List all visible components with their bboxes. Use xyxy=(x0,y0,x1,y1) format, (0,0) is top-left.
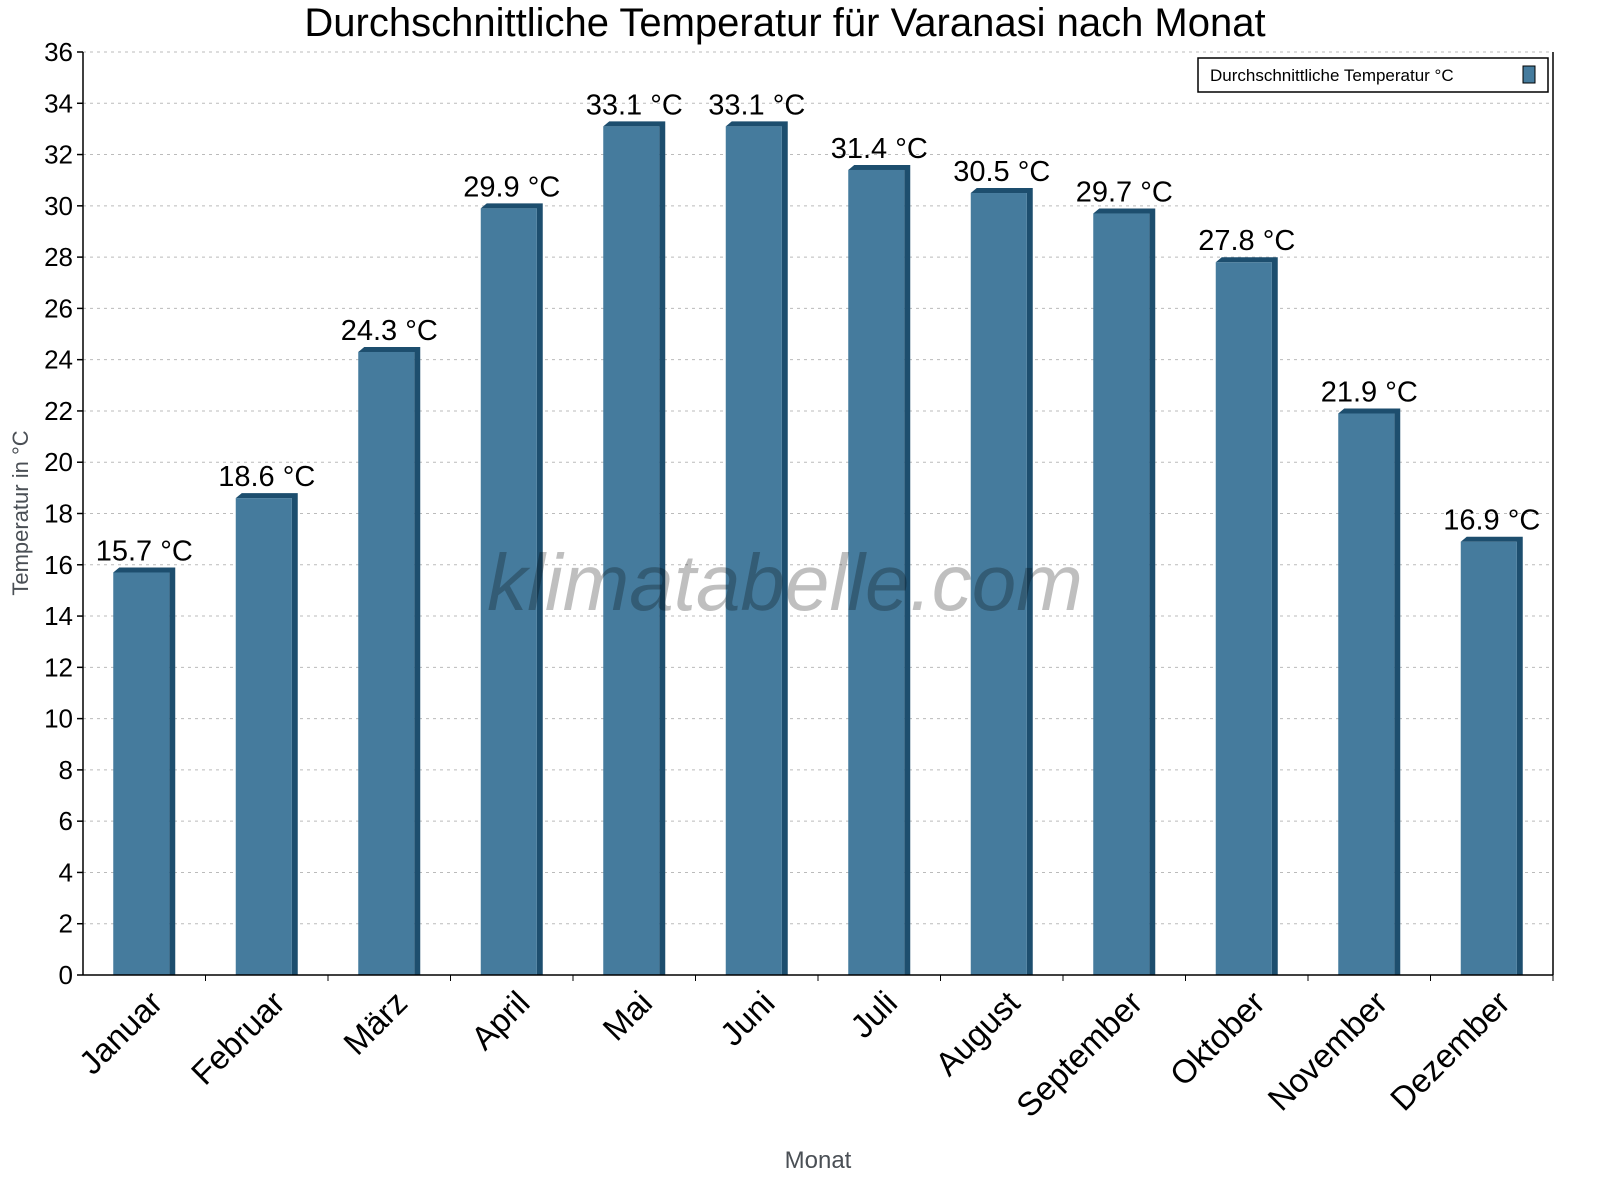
data-label: 29.9 °C xyxy=(463,171,560,203)
x-axis-label: Monat xyxy=(785,1147,852,1174)
data-label: 24.3 °C xyxy=(341,315,438,347)
y-tick-label: 32 xyxy=(44,140,73,170)
y-tick-label: 22 xyxy=(44,396,73,426)
y-tick-label: 18 xyxy=(44,499,73,529)
bar xyxy=(970,193,1027,975)
bar xyxy=(1460,541,1517,975)
bar xyxy=(358,351,415,976)
y-axis-label: Temperatur in °C xyxy=(8,430,33,595)
watermark: klimatabelle.com xyxy=(487,538,1083,627)
y-tick-label: 12 xyxy=(44,652,73,682)
y-tick-label: 10 xyxy=(44,704,73,734)
bar xyxy=(725,126,782,975)
legend-swatch xyxy=(1522,65,1536,84)
data-label: 27.8 °C xyxy=(1198,225,1295,257)
data-label: 18.6 °C xyxy=(218,461,315,493)
bar xyxy=(1093,213,1150,975)
bar xyxy=(235,498,292,975)
data-label: 15.7 °C xyxy=(96,535,193,567)
y-tick-label: 14 xyxy=(44,601,73,631)
y-tick-label: 24 xyxy=(44,345,73,375)
data-label: 29.7 °C xyxy=(1076,177,1173,209)
x-tick-label: Januar xyxy=(72,984,170,1082)
x-tick-label: März xyxy=(336,984,414,1062)
y-tick-label: 28 xyxy=(44,242,73,272)
x-tick-label: Oktober xyxy=(1163,984,1272,1093)
legend-label: Durchschnittliche Temperatur °C xyxy=(1210,66,1454,85)
y-tick-label: 20 xyxy=(44,447,73,477)
bar xyxy=(848,169,905,975)
bar xyxy=(603,126,660,975)
x-tick-label: Mai xyxy=(595,984,659,1048)
data-label: 33.1 °C xyxy=(586,89,683,121)
bar xyxy=(1338,413,1395,976)
x-tick-label: Juni xyxy=(713,984,782,1053)
y-tick-label: 0 xyxy=(59,960,73,990)
data-labels: 15.7 °C 18.6 °C 24.3 °C 29.9 °C 33.1 °C 33.1 … xyxy=(96,89,1541,567)
x-tick-label: Juli xyxy=(843,984,904,1045)
data-label: 16.9 °C xyxy=(1443,505,1540,537)
legend: Durchschnittliche Temperatur °C xyxy=(1197,57,1549,93)
data-label: 31.4 °C xyxy=(831,133,928,165)
y-tick-label: 16 xyxy=(44,550,73,580)
data-label: 21.9 °C xyxy=(1321,377,1418,409)
y-tick-label: 36 xyxy=(44,37,73,67)
grid-lines xyxy=(83,51,1553,925)
x-tick-label: Dezember xyxy=(1383,984,1517,1118)
data-label: 33.1 °C xyxy=(708,89,805,121)
y-tick-label: 26 xyxy=(44,293,73,323)
y-tick-label: 2 xyxy=(59,909,73,939)
y-tick-label: 30 xyxy=(44,191,73,221)
bar xyxy=(113,572,170,975)
x-tick-label: September xyxy=(1009,984,1149,1124)
data-label: 30.5 °C xyxy=(953,156,1050,188)
legend-box xyxy=(1197,57,1549,93)
chart-title: Durchschnittliche Temperatur für Varanas… xyxy=(304,1,1265,45)
x-tick-label: April xyxy=(464,984,537,1057)
x-tick-label: August xyxy=(928,984,1027,1083)
y-tick-label: 6 xyxy=(59,806,73,836)
y-tick-label: 8 xyxy=(59,755,73,785)
bar xyxy=(1215,262,1272,975)
x-tick-label: Februar xyxy=(184,984,292,1092)
y-tick-label: 34 xyxy=(44,88,73,118)
bar xyxy=(480,208,537,975)
y-tick-label: 4 xyxy=(59,857,73,887)
x-tick-label: November xyxy=(1260,984,1394,1118)
bars xyxy=(113,121,1523,976)
